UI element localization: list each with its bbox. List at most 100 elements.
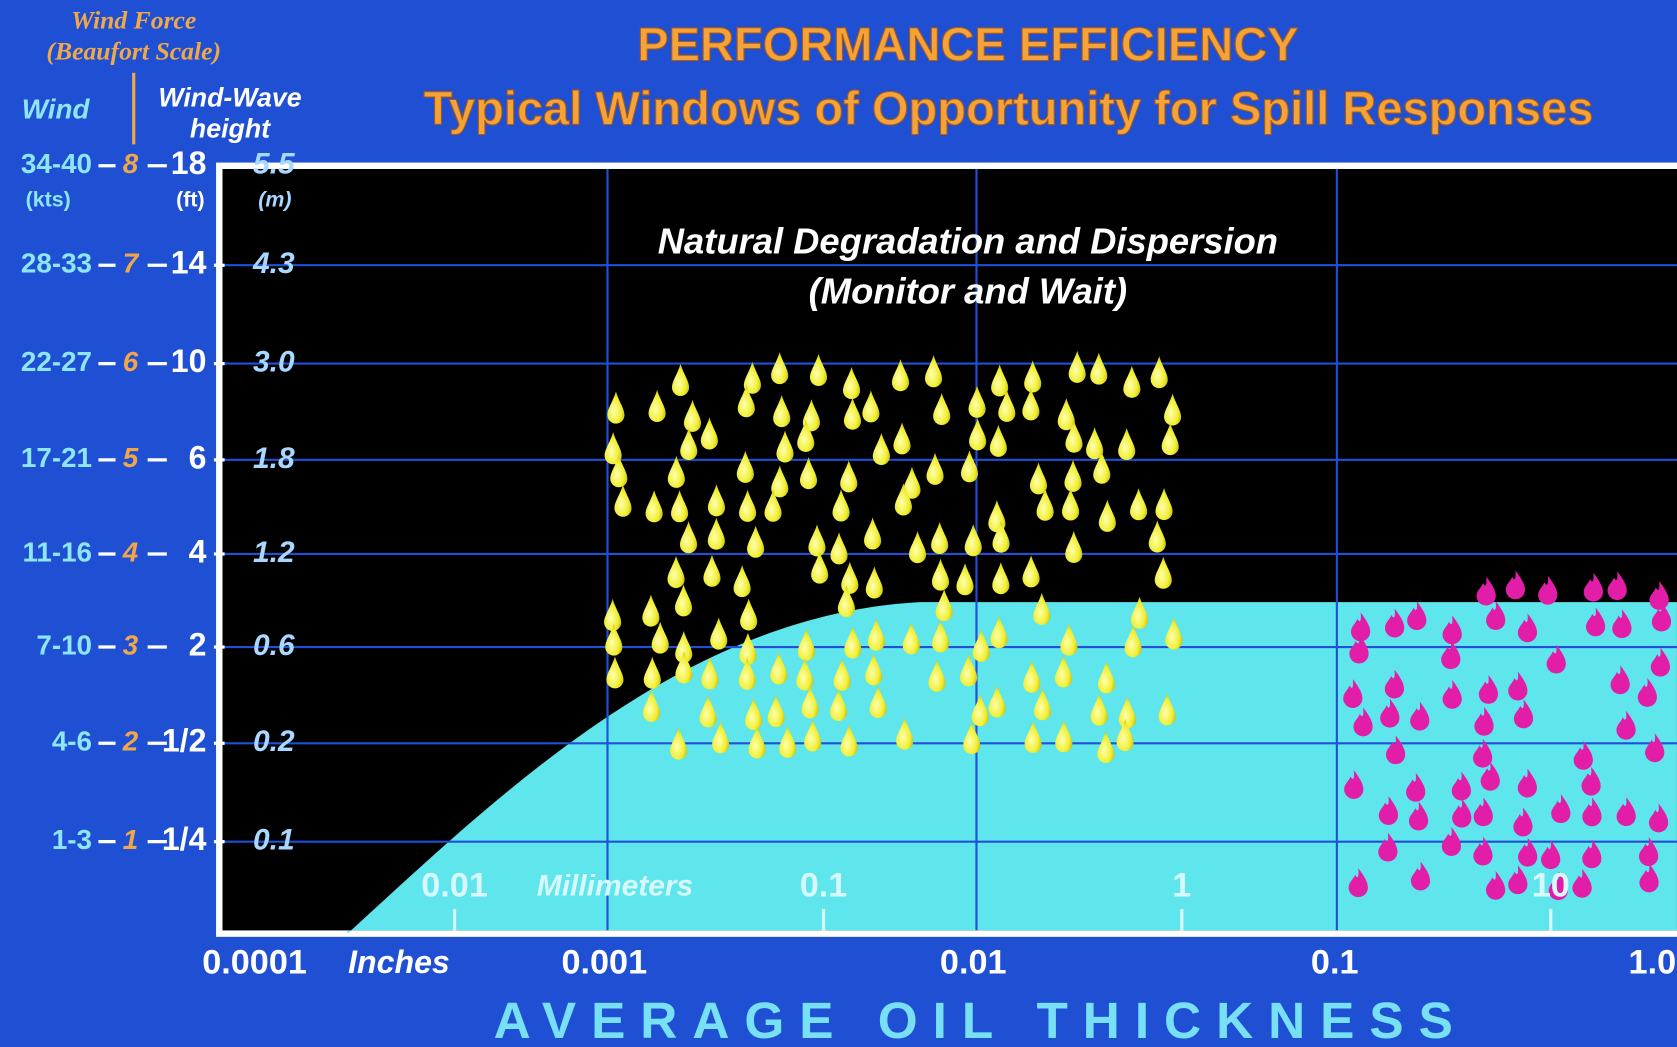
wave-height-ft: 14 [171, 245, 207, 281]
mm-tick-label: 0.01 [421, 867, 488, 905]
wind-speed: 22-27 [21, 346, 92, 377]
flame [1650, 647, 1671, 677]
droplet [1164, 393, 1182, 426]
flame [1378, 796, 1399, 825]
response-window [347, 602, 1677, 934]
beaufort-number: 2 [122, 726, 139, 757]
droplet [733, 565, 751, 598]
flame [1473, 836, 1493, 866]
droplet [605, 623, 623, 656]
droplet [963, 721, 981, 755]
wave-header: Wind-Wave [158, 83, 301, 113]
droplet [771, 465, 789, 498]
droplet [872, 432, 890, 466]
droplet [811, 551, 829, 584]
region-label: (Monitor and Wait) [809, 271, 1127, 312]
inch-tick-label: 0.1 [1311, 944, 1359, 982]
oil-droplets [604, 350, 1183, 764]
flame [1637, 678, 1657, 707]
droplet [808, 524, 826, 557]
wave-height-m: 4.3 [252, 247, 295, 280]
flame [1486, 601, 1506, 631]
droplet [642, 594, 660, 627]
droplet [1065, 420, 1083, 453]
flame [1639, 863, 1659, 893]
droplet [925, 355, 943, 388]
flame [1478, 675, 1499, 704]
flame [1410, 701, 1430, 731]
beaufort-number: 5 [123, 442, 139, 473]
droplet [830, 532, 848, 565]
droplet [645, 490, 663, 523]
droplet [891, 359, 910, 392]
droplet [1116, 718, 1134, 752]
droplet [614, 484, 632, 517]
droplet [801, 686, 819, 719]
wind-speed: 34-40 [21, 148, 92, 179]
droplet [1086, 427, 1104, 460]
droplet [703, 554, 721, 587]
flame [1513, 807, 1533, 837]
mm-tick-label: 0.1 [800, 867, 848, 905]
droplet [1118, 696, 1136, 729]
flame [1649, 581, 1669, 610]
droplet [699, 695, 717, 728]
mm-tick-label: 1 [1172, 867, 1191, 905]
droplet [707, 484, 726, 517]
droplet [773, 395, 791, 428]
beaufort-number: 1 [123, 824, 138, 855]
wave-header: height [190, 114, 271, 144]
flame [1517, 613, 1538, 643]
title: PERFORMANCE EFFICIENCY [637, 18, 1298, 71]
droplet [743, 361, 761, 394]
droplet [1118, 427, 1136, 461]
unit-kts: (kts) [26, 188, 71, 212]
droplet [931, 558, 950, 591]
flame [1541, 840, 1561, 870]
flame [1473, 738, 1493, 768]
droplet [843, 397, 862, 430]
droplet [956, 563, 974, 596]
wave-height-m: 5.5 [253, 148, 295, 181]
flame [1451, 771, 1471, 801]
droplet [1097, 730, 1115, 764]
flame [1476, 576, 1496, 606]
droplet [829, 688, 848, 722]
droplet [745, 697, 763, 731]
droplet [1155, 487, 1173, 521]
flame [1380, 698, 1400, 728]
beaufort-header: (Beaufort Scale) [46, 36, 221, 65]
droplet [1057, 398, 1075, 431]
unit-ft: (ft) [176, 188, 204, 212]
mm-tick-label: 10 [1532, 867, 1570, 905]
flame [1651, 602, 1672, 632]
wind-header: Wind [22, 94, 91, 125]
droplet [675, 651, 693, 684]
flame [1582, 797, 1602, 827]
droplet [680, 521, 698, 554]
droplet [1064, 459, 1082, 492]
inch-tick-label: 0.01 [940, 944, 1007, 982]
wind-speed: 11-16 [22, 536, 92, 567]
droplet [862, 390, 880, 423]
beaufort-number: 8 [123, 148, 139, 179]
droplet [739, 632, 757, 665]
unit-m: (m) [258, 188, 291, 212]
flame [1616, 710, 1636, 740]
droplet [764, 489, 782, 522]
droplet [842, 367, 861, 400]
flame [1408, 801, 1429, 831]
droplet [648, 389, 666, 423]
droplet [867, 618, 885, 651]
wave-height-m: 0.1 [253, 824, 295, 857]
flame [1378, 832, 1398, 862]
droplet [992, 562, 1010, 595]
subtitle: Typical Windows of Opportunity for Spill… [424, 82, 1594, 135]
droplet [1123, 365, 1141, 398]
x-axis-title: AVERAGE OIL THICKNESS [494, 992, 1468, 1047]
droplet [960, 450, 979, 483]
droplet [991, 364, 1009, 397]
droplet [840, 724, 858, 757]
beaufort-number: 3 [123, 629, 139, 660]
